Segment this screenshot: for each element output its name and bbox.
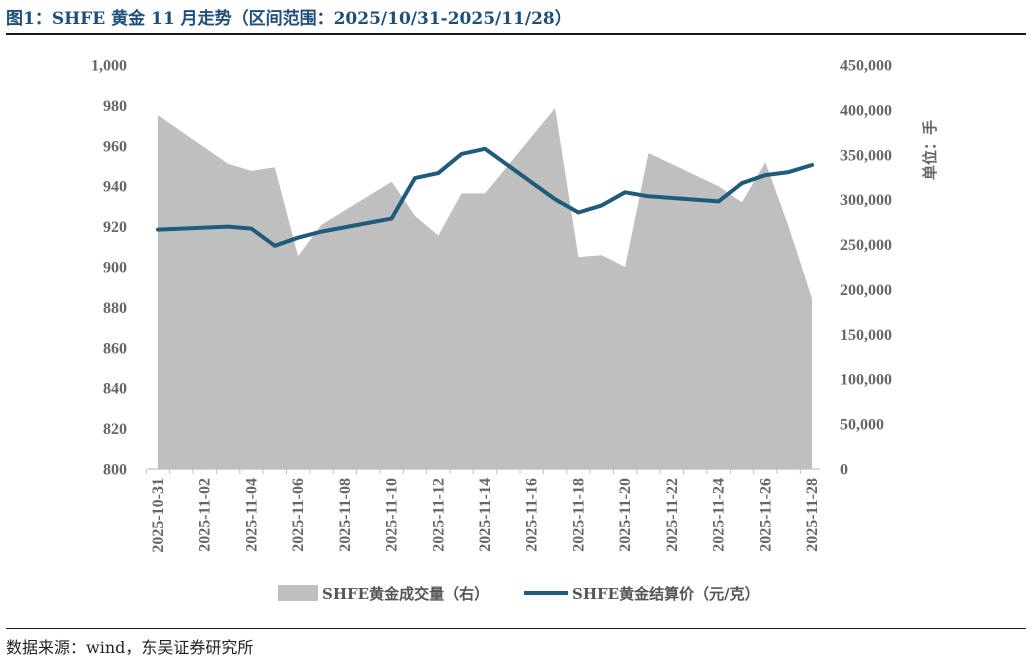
x-tick-label: 2025-11-22 — [664, 478, 681, 552]
volume-area-layer — [158, 108, 812, 469]
legend-volume-swatch — [278, 585, 318, 601]
left-tick-label: 860 — [103, 340, 127, 357]
x-tick-label: 2025-11-10 — [384, 478, 401, 552]
legend: SHFE黄金成交量（右） SHFE黄金结算价（元/克） — [278, 585, 760, 603]
right-tick-label: 150,000 — [840, 327, 892, 344]
x-tick-label: 2025-11-12 — [430, 478, 447, 552]
x-tick-label: 2025-11-14 — [477, 478, 494, 552]
left-tick-label: 800 — [103, 462, 127, 479]
right-tick-label: 250,000 — [840, 237, 892, 254]
left-tick-label: 960 — [103, 138, 127, 155]
right-tick-label: 450,000 — [840, 58, 892, 75]
right-tick-label: 300,000 — [840, 192, 892, 209]
x-tick-label: 2025-11-04 — [243, 478, 260, 552]
x-axis-ticks: 2025-10-31 2025-11-02 2025-11-04 2025-11-06… — [145, 469, 821, 553]
source-note: 数据来源：wind，东吴证券研究所 — [6, 638, 254, 657]
right-tick-label: 50,000 — [840, 417, 884, 434]
chart: 1,000 980 960 940 920 900 880 860 840 820 800 450,… — [91, 58, 939, 604]
x-tick-label: 2025-11-28 — [804, 478, 821, 552]
right-tick-label: 0 — [840, 462, 848, 479]
volume-area — [158, 108, 812, 469]
left-axis-ticks: 1,000 980 960 940 920 900 880 860 840 820 800 — [91, 58, 127, 479]
x-tick-label: 2025-11-16 — [524, 478, 541, 552]
x-tick-label: 2025-11-20 — [617, 478, 634, 552]
legend-volume-label: SHFE黄金成交量（右） — [322, 585, 489, 603]
right-tick-label: 100,000 — [840, 372, 892, 389]
right-tick-label: 350,000 — [840, 147, 892, 164]
x-tick-label: 2025-10-31 — [150, 478, 167, 553]
x-tick-label: 2025-11-08 — [337, 478, 354, 552]
left-tick-label: 980 — [103, 98, 127, 115]
x-tick-label: 2025-11-06 — [290, 478, 307, 552]
right-axis-label: 单位：手 — [921, 120, 939, 180]
right-tick-label: 400,000 — [840, 102, 892, 119]
price-line — [156, 146, 814, 248]
x-tick-label: 2025-11-02 — [197, 478, 214, 552]
x-tick-label: 2025-11-18 — [570, 478, 587, 552]
left-tick-label: 940 — [103, 179, 127, 196]
footer-rule — [6, 628, 1026, 629]
chart-title: 图1：SHFE 黄金 11 月走势（区间范围：2025/10/31-2025/1… — [6, 9, 572, 29]
x-tick-label: 2025-11-24 — [711, 478, 728, 552]
left-tick-label: 880 — [103, 300, 127, 317]
left-tick-label: 900 — [103, 260, 127, 277]
legend-price-label: SHFE黄金结算价（元/克） — [572, 585, 760, 603]
right-tick-label: 200,000 — [840, 282, 892, 299]
price-line-layer — [156, 146, 814, 248]
left-tick-label: 840 — [103, 381, 127, 398]
left-tick-label: 820 — [103, 421, 127, 438]
left-tick-label: 920 — [103, 219, 127, 236]
title-rule — [6, 33, 1026, 35]
x-tick-label: 2025-11-26 — [757, 478, 774, 552]
right-axis-ticks: 450,000 400,000 350,000 300,000 250,000 200,0… — [840, 58, 892, 479]
left-tick-label: 1,000 — [91, 58, 127, 75]
